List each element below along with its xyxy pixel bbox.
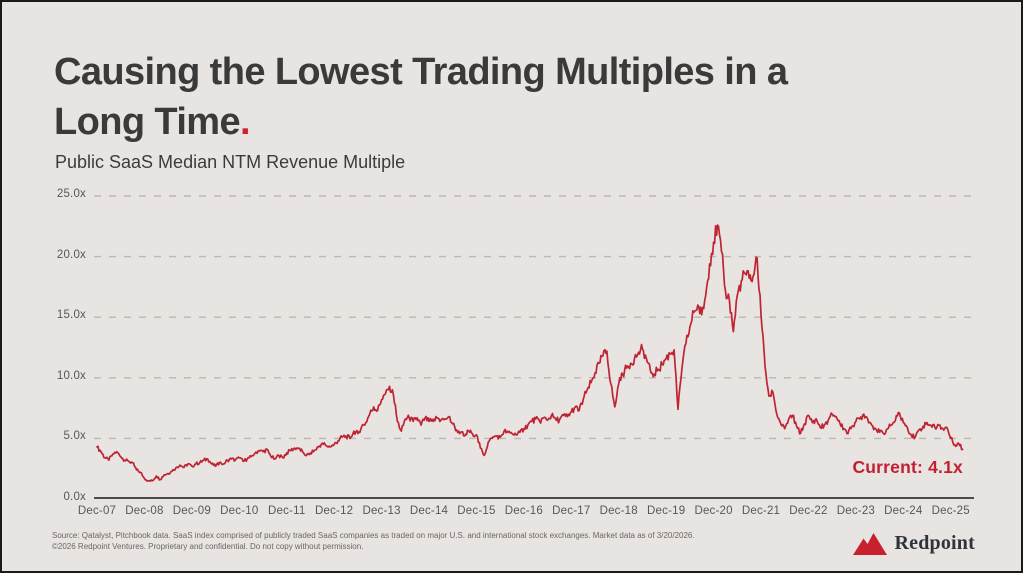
title-period-accent: . — [240, 101, 251, 143]
logo-wordmark: Redpoint — [894, 532, 975, 554]
title-line-2: Long Time — [54, 101, 241, 143]
x-tick-label: Dec-18 — [599, 505, 638, 517]
x-tick-label: Dec-21 — [741, 505, 781, 517]
y-tick-label: 10.0x — [56, 369, 86, 382]
x-tick-label: Dec-25 — [931, 505, 970, 517]
x-tick-label: Dec-09 — [172, 505, 211, 517]
x-tick-label: Dec-12 — [315, 505, 354, 517]
title-line-1: Causing the Lowest Trading Multiples in … — [54, 51, 788, 93]
source-footnote-line-2: ©2026 Redpoint Ventures. Proprietary and… — [52, 541, 364, 551]
x-tick-label: Dec-20 — [694, 505, 733, 517]
y-tick-label: 15.0x — [56, 309, 86, 322]
redpoint-logo: Redpoint — [853, 532, 975, 555]
x-tick-label: Dec-15 — [457, 505, 496, 517]
x-tick-label: Dec-14 — [409, 505, 449, 517]
mountain-icon — [853, 532, 888, 555]
y-tick-label: 20.0x — [56, 248, 86, 261]
y-tick-label: 5.0x — [63, 430, 86, 443]
x-tick-label: Dec-23 — [836, 505, 876, 517]
page-title: Causing the Lowest Trading Multiples in … — [54, 47, 788, 147]
y-tick-label: 25.0x — [56, 188, 86, 200]
source-footnote: Source: Qatalyst, Pitchbook data. SaaS i… — [52, 531, 812, 552]
x-tick-label: Dec-08 — [125, 505, 164, 517]
source-footnote-line-1: Source: Qatalyst, Pitchbook data. SaaS i… — [52, 531, 695, 540]
x-tick-label: Dec-17 — [552, 505, 591, 517]
plot-area — [94, 195, 974, 499]
x-tick-label: Dec-24 — [884, 505, 923, 517]
y-tick-label: 0.0x — [63, 491, 86, 503]
x-tick-label: Dec-10 — [220, 505, 259, 517]
x-tick-label: Dec-19 — [647, 505, 686, 517]
x-tick-label: Dec-13 — [362, 505, 401, 517]
x-tick-label: Dec-11 — [268, 505, 306, 517]
chart-subtitle: Public SaaS Median NTM Revenue Multiple — [55, 152, 406, 172]
saas-multiple-series-line — [96, 224, 964, 482]
x-tick-label: Dec-07 — [77, 505, 117, 517]
x-tick-label: Dec-16 — [504, 505, 543, 517]
current-value-annotation: Current: 4.1x — [852, 457, 963, 477]
x-tick-label: Dec-22 — [789, 505, 828, 517]
